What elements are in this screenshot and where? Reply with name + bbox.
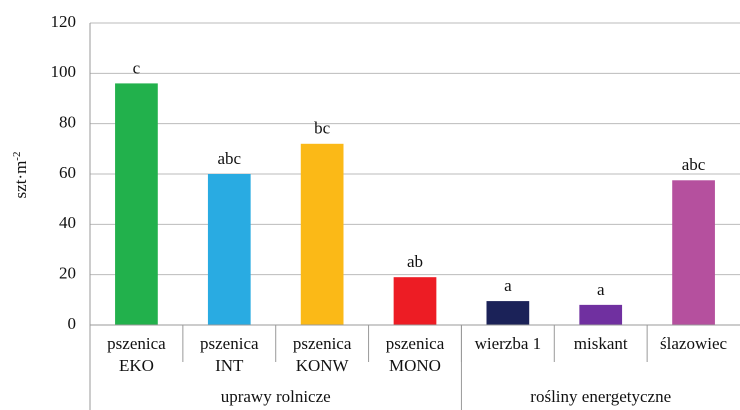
group-label: rośliny energetyczne xyxy=(530,387,671,406)
y-label-text: szt·m xyxy=(11,161,30,199)
bar xyxy=(579,304,623,325)
bar xyxy=(393,277,437,325)
group-label: uprawy rolnicze xyxy=(221,387,331,406)
x-tick-label: pszenica xyxy=(386,334,445,353)
x-tick-label: pszenica xyxy=(293,334,352,353)
bar-annotation: abc xyxy=(682,155,706,174)
bar xyxy=(207,174,251,325)
x-tick-label: ślazowiec xyxy=(660,334,727,353)
bar-annotation: ab xyxy=(407,252,423,271)
x-tick-label: wierzba 1 xyxy=(475,334,542,353)
bar xyxy=(486,301,530,325)
bar xyxy=(672,180,715,325)
x-tick-label: MONO xyxy=(389,356,441,375)
bar-annotation: a xyxy=(597,280,605,299)
y-axis-label: szt·m-2 xyxy=(11,152,30,199)
bar xyxy=(115,83,158,326)
y-tick-label: 20 xyxy=(59,264,76,283)
bar xyxy=(300,143,344,325)
y-tick-label: 40 xyxy=(59,213,76,232)
y-label-sup: -2 xyxy=(11,152,23,161)
y-tick-label: 100 xyxy=(51,62,77,81)
y-tick-label: 120 xyxy=(51,12,77,31)
x-tick-label: miskant xyxy=(574,334,628,353)
x-tick-label: INT xyxy=(215,356,244,375)
bar-annotation: abc xyxy=(217,149,241,168)
x-tick-label: pszenica xyxy=(107,334,166,353)
bar-annotation: a xyxy=(504,276,512,295)
y-tick-label: 0 xyxy=(68,314,77,333)
x-tick-label: pszenica xyxy=(200,334,259,353)
bar-annotation: bc xyxy=(314,119,331,138)
x-tick-label: KONW xyxy=(296,356,350,375)
x-tick-label: EKO xyxy=(119,356,154,375)
y-tick-label: 60 xyxy=(59,163,76,182)
bar-annotation: c xyxy=(133,58,141,77)
y-tick-label: 80 xyxy=(59,113,76,132)
